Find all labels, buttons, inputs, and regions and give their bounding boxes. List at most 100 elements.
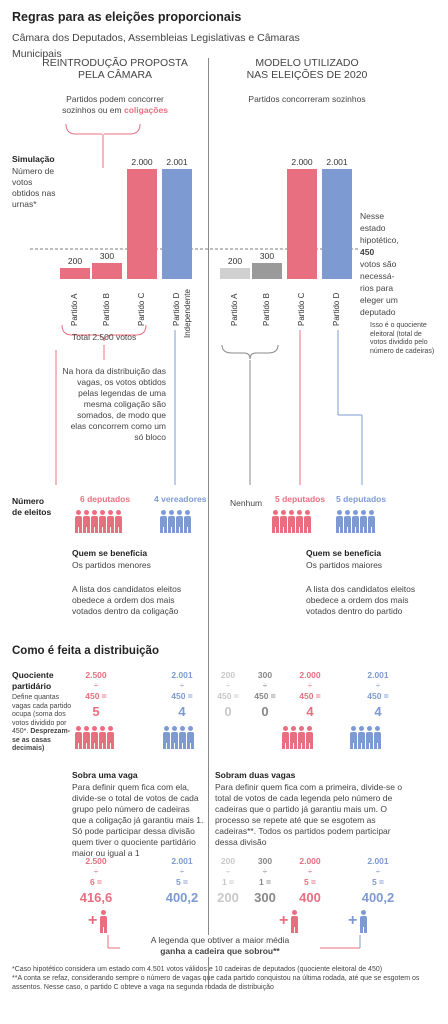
- fraction-numerator: 300: [257, 670, 273, 680]
- quotient-explainer: Isso é o quociente eleitoral (total de v…: [370, 322, 435, 355]
- divide-icon: ÷: [179, 681, 185, 690]
- bar-value-label: 2.000: [291, 157, 313, 168]
- fraction: 2.001 ÷ 450 =: [358, 670, 398, 702]
- quotient-left-red: [75, 726, 114, 749]
- bar-value-label: 300: [259, 250, 275, 261]
- person-icon: [176, 510, 183, 533]
- left-intro-text: Partidos podem concorrer sozinhos ou em: [62, 94, 164, 115]
- person-icon: [168, 510, 175, 533]
- two-seats-title: Sobram duas vagas: [215, 770, 296, 780]
- fraction: 300 ÷ 450 =: [245, 670, 285, 702]
- left-order-note: A lista dos candidatos eleitos obedece a…: [72, 584, 182, 616]
- person-icon: [336, 510, 343, 533]
- distribution-title: Como é feita a distribuição: [12, 645, 159, 657]
- quotient-title-l1: Quociente: [12, 670, 54, 680]
- quotient-right-blue: [350, 726, 381, 749]
- quotient-left-blue: [163, 726, 194, 749]
- threshold-value: 450: [360, 247, 375, 257]
- divide-icon: ÷: [225, 867, 231, 876]
- person-icon: [83, 726, 90, 749]
- two-seats-text: Para definir quem fica com a primeira, d…: [215, 782, 403, 847]
- fraction-denominator: 1 =: [258, 877, 272, 887]
- bar-category-label: Partido D: [172, 292, 181, 326]
- center-divider: [208, 58, 209, 988]
- left-blue-deputies: [160, 510, 191, 533]
- quotient-right-red: [282, 726, 313, 749]
- person-icon: [99, 510, 106, 533]
- right-intro: Partidos concorreram sozinhos: [248, 94, 366, 104]
- page-subtitle: Câmara dos Deputados, Assembleias Legisl…: [12, 32, 300, 60]
- person-icon: [344, 510, 351, 533]
- threshold-note-l5: necessá-: [360, 271, 395, 281]
- threshold-note: Nesse estado hipotético, 450 votos são n…: [360, 210, 440, 318]
- left-title-line1: REINTRODUÇÃO PROPOSTA: [42, 57, 188, 69]
- bar-value-label: 2.001: [326, 157, 348, 167]
- left-intro: Partidos podem concorrer sozinhos ou em …: [50, 94, 180, 116]
- divide-icon: ÷: [93, 681, 99, 690]
- bar-category-label: Partido A: [230, 293, 239, 326]
- fraction-denominator: 6 =: [89, 877, 103, 887]
- bar-value-label: 300: [99, 250, 115, 261]
- person-icon: [75, 510, 82, 533]
- person-icon: [288, 510, 295, 533]
- bar-left-0: [60, 268, 90, 279]
- bar-value-label: 2.000: [131, 157, 153, 168]
- bar-left-2: [127, 169, 157, 279]
- fraction-numerator: 2.001: [367, 670, 389, 680]
- threshold-note-l3: hipotético,: [360, 235, 399, 245]
- left-blue-count: 4 vereadores: [154, 494, 207, 504]
- divide-icon: ÷: [375, 681, 381, 690]
- fraction-denominator: 450 =: [254, 691, 276, 701]
- bar-category-label: Partido B: [262, 293, 271, 326]
- person-icon: [163, 726, 170, 749]
- threshold-note-l4: votos são: [360, 259, 397, 269]
- person-icon: [280, 510, 287, 533]
- fraction-denominator: 450 =: [85, 691, 107, 701]
- fraction-result: 400: [299, 890, 321, 905]
- person-icon: [107, 510, 114, 533]
- person-icon: [358, 726, 365, 749]
- divide-icon: ÷: [307, 681, 313, 690]
- person-icon: [171, 726, 178, 749]
- fraction-numerator: 2.500: [85, 856, 107, 866]
- footnote-1: *Caso hipotético considera um estado com…: [12, 966, 383, 973]
- fraction: 300 ÷ 1 =: [245, 856, 285, 888]
- winner-seat-red-right: [291, 910, 298, 933]
- divide-icon: ÷: [179, 867, 185, 876]
- bar-right-0: [220, 268, 250, 279]
- quotient-desc-bold: Desprezam-se as casas decimais): [12, 728, 70, 752]
- fraction-numerator: 2.500: [85, 670, 107, 680]
- right-blue-deputies: [336, 510, 375, 533]
- bar-category-label: Partido B: [102, 293, 111, 326]
- person-icon: [91, 510, 98, 533]
- person-icon: [368, 510, 375, 533]
- winner-note-l2: ganha a cadeira que sobrou**: [160, 946, 280, 956]
- page-title: Regras para as eleições proporcionais: [12, 10, 242, 24]
- simulation-label: Simulação: [12, 154, 55, 164]
- elected-label-l2: de eleitos: [12, 507, 52, 517]
- left-column-title: REINTRODUÇÃO PROPOSTA PELA CÂMARA: [30, 57, 200, 81]
- person-icon: [83, 510, 90, 533]
- winner-seat-red-left: [100, 910, 107, 933]
- person-icon: [272, 510, 279, 533]
- fraction-result: 416,6: [79, 890, 113, 905]
- quotient-desc-text: Define quantas vagas cada partido ocupa …: [12, 694, 72, 735]
- elected-label: Número de eleitos: [12, 496, 51, 518]
- right-red-count: 5 deputados: [275, 494, 326, 504]
- person-icon: [298, 726, 305, 749]
- person-icon: [374, 726, 381, 749]
- one-seat-text: Para definir quem fica com ela, divide-s…: [72, 782, 204, 858]
- fraction-result: 4: [374, 704, 382, 719]
- fraction-numerator: 300: [257, 856, 273, 866]
- winner-seat-blue-right: [360, 910, 367, 933]
- fraction-denominator: 5 =: [303, 877, 317, 887]
- threshold-note-l6: rios para: [360, 283, 394, 293]
- fraction-numerator: 2.000: [299, 670, 321, 680]
- fraction-numerator: 200: [220, 856, 236, 866]
- fraction-numerator: 2.000: [299, 856, 321, 866]
- left-benefit-text: Os partidos menores: [72, 560, 151, 570]
- person-icon: [179, 726, 186, 749]
- fraction-result: 0: [224, 704, 232, 719]
- fraction: 2.001 ÷ 450 =: [162, 670, 202, 702]
- divide-icon: ÷: [375, 867, 381, 876]
